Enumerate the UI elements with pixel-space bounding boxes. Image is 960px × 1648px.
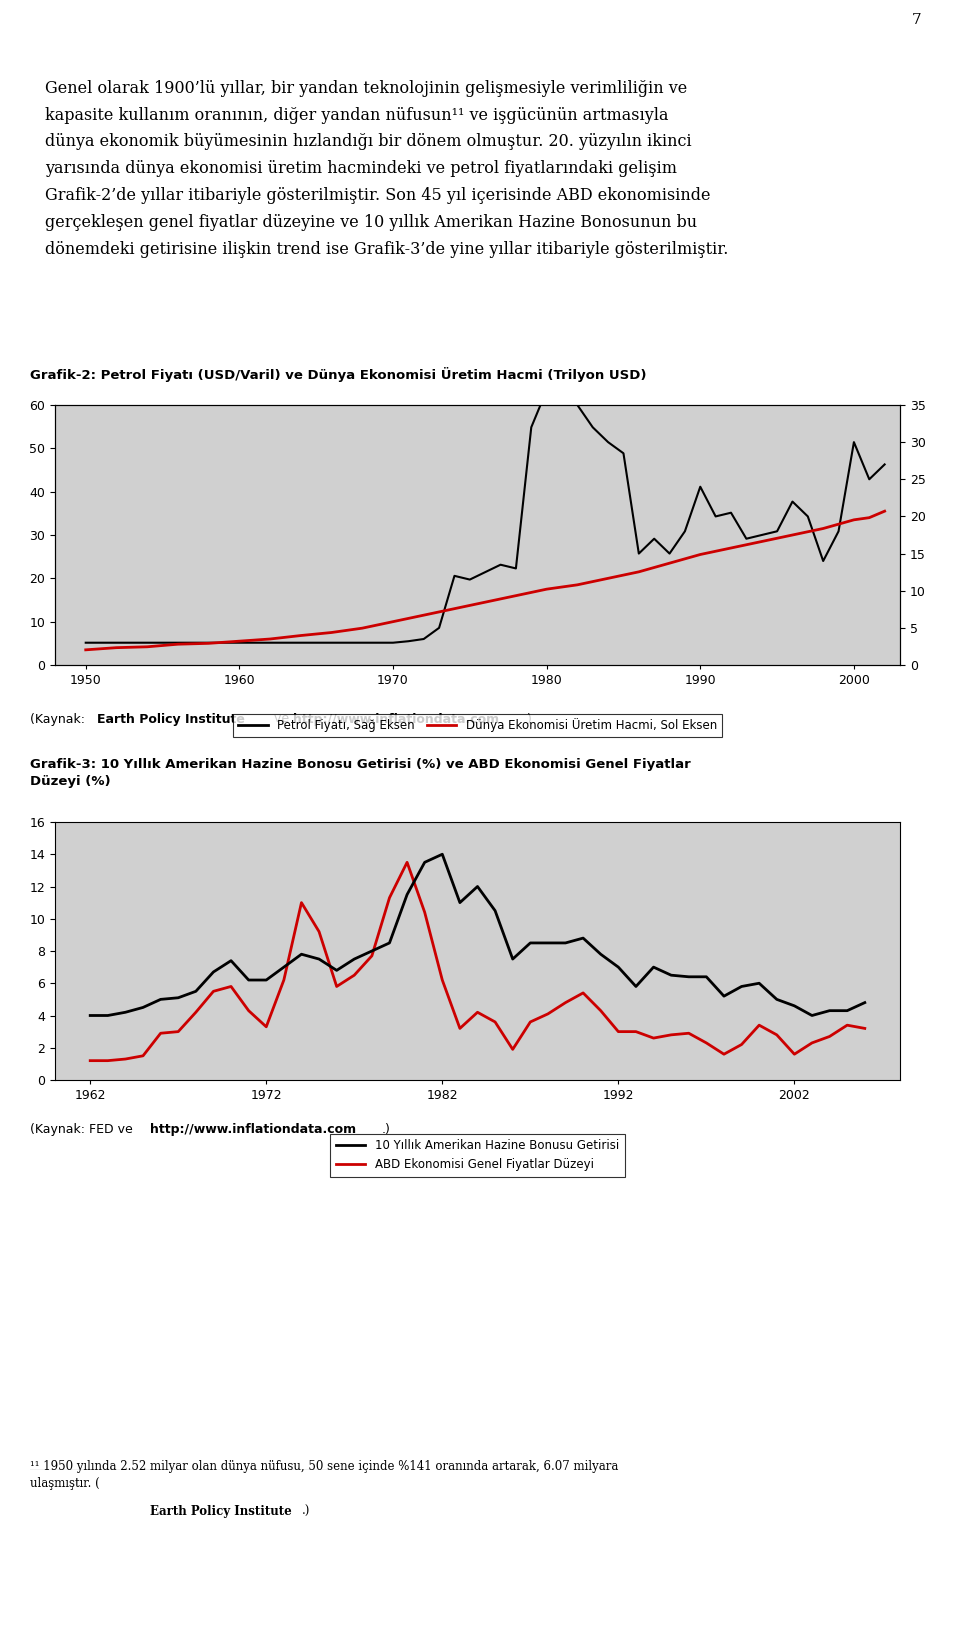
Legend: 10 Yıllık Amerikan Hazine Bonusu Getirisi, ABD Ekonomisi Genel Fiyatlar Düzeyi: 10 Yıllık Amerikan Hazine Bonusu Getiris… [330, 1134, 625, 1177]
Text: Grafik-2: Petrol Fiyatı (USD/Varil) ve Dünya Ekonomisi Üretim Hacmi (Trilyon USD: Grafik-2: Petrol Fiyatı (USD/Varil) ve D… [30, 368, 646, 382]
Text: ve: ve [271, 712, 294, 725]
Text: .): .) [524, 712, 533, 725]
Text: 7: 7 [912, 13, 922, 26]
Legend: Petrol Fiyatı, Sağ Eksen, Dünya Ekonomisi Üretim Hacmi, Sol Eksen: Petrol Fiyatı, Sağ Eksen, Dünya Ekonomis… [233, 714, 722, 737]
Text: .): .) [381, 1122, 391, 1135]
Text: (Kaynak: FED ve: (Kaynak: FED ve [30, 1122, 136, 1135]
Text: (Kaynak:: (Kaynak: [30, 712, 89, 725]
Text: Earth Policy Institute: Earth Policy Institute [97, 712, 245, 725]
Text: http://www.inflationdata.com: http://www.inflationdata.com [150, 1122, 356, 1135]
Text: ¹¹ 1950 yılında 2.52 milyar olan dünya nüfusu, 50 sene içinde %141 oranında arta: ¹¹ 1950 yılında 2.52 milyar olan dünya n… [30, 1460, 618, 1490]
Text: Earth Policy Institute: Earth Policy Institute [150, 1505, 292, 1518]
Text: .): .) [301, 1505, 310, 1518]
Text: Genel olarak 1900’lü yıllar, bir yandan teknolojinin gelişmesiyle verimliliğin v: Genel olarak 1900’lü yıllar, bir yandan … [45, 81, 729, 257]
Text: http://www.inflationdata.com: http://www.inflationdata.com [293, 712, 498, 725]
Text: Grafik-3: 10 Yıllık Amerikan Hazine Bonosu Getirisi (%) ve ABD Ekonomisi Genel F: Grafik-3: 10 Yıllık Amerikan Hazine Bono… [30, 758, 691, 788]
